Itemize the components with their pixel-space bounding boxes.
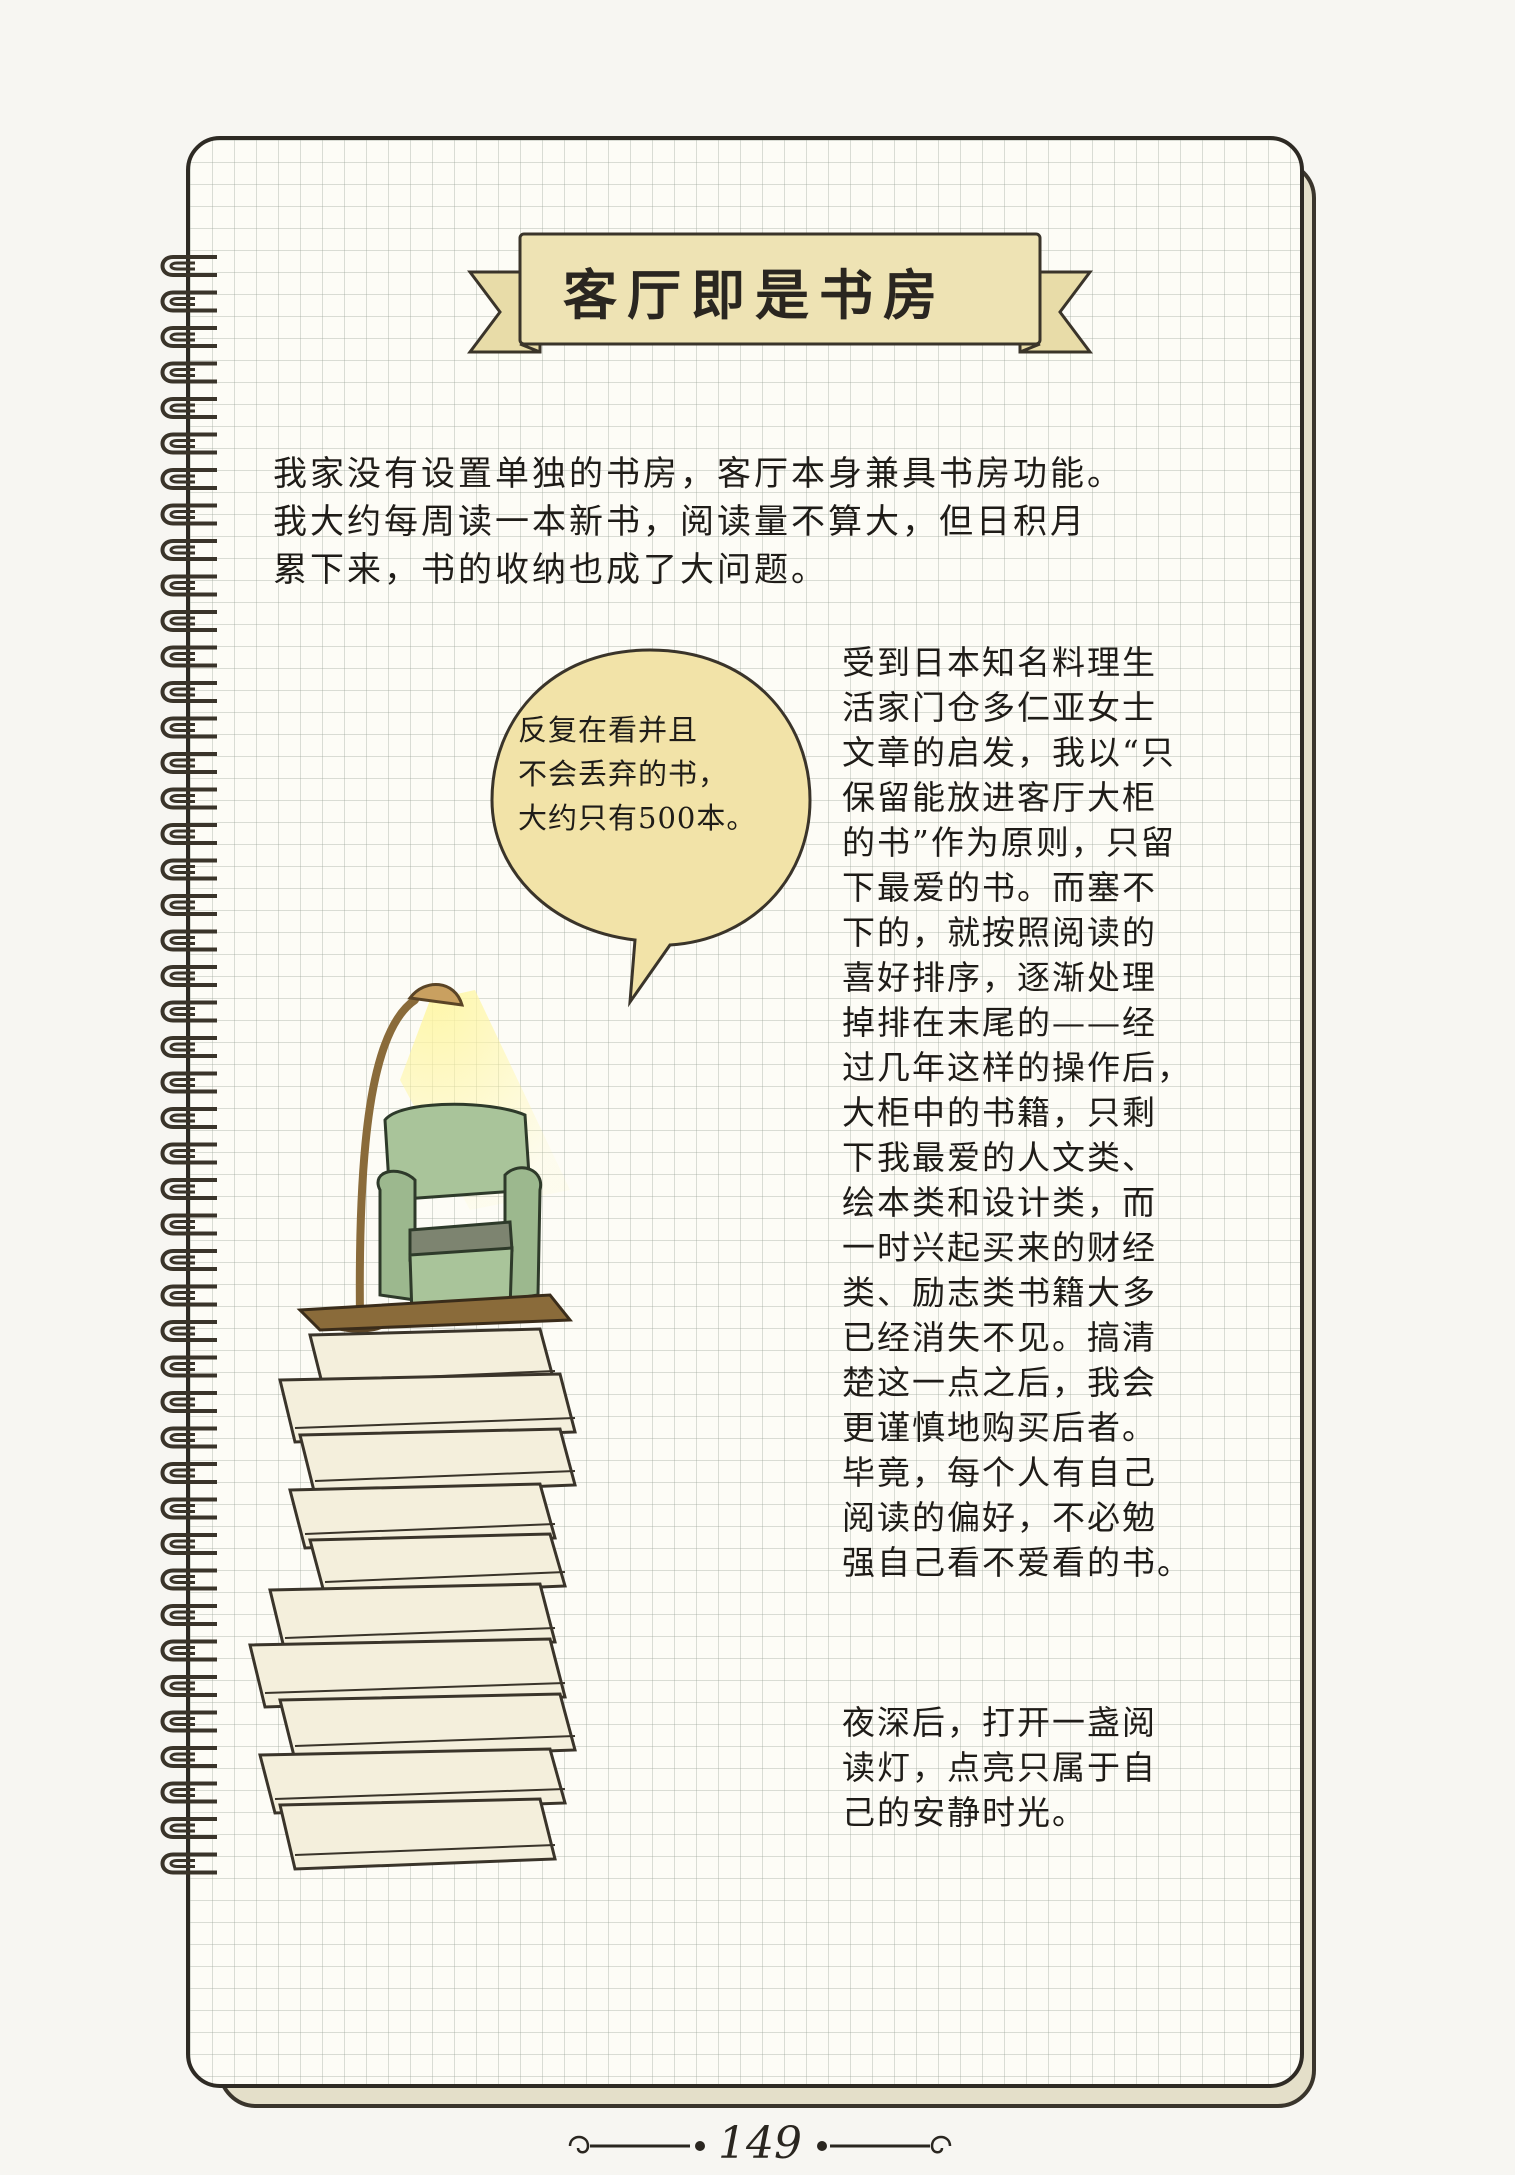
text-line: 强自己看不爱看的书。 bbox=[842, 1543, 1192, 1582]
spiral-ring-icon bbox=[160, 1391, 217, 1413]
book-icon bbox=[298, 1427, 577, 1497]
intro-line: 我大约每周读一本新书，阅读量不算大，但日积月 bbox=[273, 502, 1087, 542]
spiral-ring-icon bbox=[160, 1639, 217, 1662]
book-stack-armchair-illustration bbox=[248, 983, 577, 1871]
spiral-ring-icon bbox=[160, 965, 217, 987]
bubble-line: 不会丢弃的书， bbox=[518, 757, 729, 791]
page-title: 客厅即是书房 bbox=[563, 262, 947, 327]
text-line: 下的，就按照阅读的 bbox=[842, 913, 1157, 952]
spiral-ring-icon bbox=[160, 1249, 217, 1271]
text-line: 毕竟，每个人有自己 bbox=[842, 1453, 1157, 1492]
spiral-ring-icon bbox=[160, 574, 217, 597]
text-line: 活家门仓多仁亚女士 bbox=[842, 688, 1157, 727]
text-line: 阅读的偏好，不必勉 bbox=[842, 1498, 1157, 1537]
title-ribbon bbox=[467, 232, 1093, 354]
lamp-icon bbox=[355, 996, 419, 1324]
text-line: 掉排在末尾的——经 bbox=[842, 1003, 1157, 1042]
text-line: 更谨慎地购买后者。 bbox=[842, 1408, 1157, 1447]
text-line: 保留能放进客厅大柜 bbox=[842, 778, 1157, 817]
book-stack-icon bbox=[248, 1327, 577, 1871]
spiral-ring-icon bbox=[160, 1355, 217, 1378]
text-line: 己的安静时光。 bbox=[842, 1793, 1087, 1832]
spiral-ring-icon bbox=[160, 1604, 217, 1626]
spiral-ring-icon bbox=[160, 716, 217, 739]
text-line: 读灯，点亮只属于自 bbox=[842, 1748, 1157, 1787]
book-icon bbox=[258, 1747, 567, 1815]
text-line: 下最爱的书。而塞不 bbox=[842, 868, 1157, 907]
spiral-ring-icon bbox=[160, 1071, 217, 1094]
page-number: 149 bbox=[718, 2118, 802, 2169]
spiral-ring-icon bbox=[160, 1000, 217, 1023]
spiral-ring-icon bbox=[160, 539, 217, 561]
bubble-text: 反复在看并且 不会丢弃的书， 大约只有500本。 bbox=[518, 708, 798, 840]
book-icon bbox=[288, 1482, 557, 1550]
text-line: 过几年这样的操作后， bbox=[842, 1048, 1192, 1087]
spiral-ring-icon bbox=[160, 1497, 217, 1520]
spiral-ring-icon bbox=[160, 1142, 217, 1165]
spiral-ring-icon bbox=[160, 1568, 217, 1591]
intro-line: 我家没有设置单独的书房，客厅本身兼具书房功能。 bbox=[273, 454, 1124, 494]
spiral-ring-icon bbox=[160, 1781, 217, 1804]
book-icon bbox=[278, 1372, 577, 1444]
text-line: 的书”作为原则，只留 bbox=[842, 823, 1176, 862]
spiral-ring-icon bbox=[160, 1462, 217, 1484]
spiral-ring-icon bbox=[160, 1852, 217, 1875]
spiral-ring-icon bbox=[160, 326, 217, 348]
spiral-ring-icon bbox=[160, 290, 217, 313]
text-line: 一时兴起买来的财经 bbox=[842, 1228, 1157, 1267]
text-line: 已经消失不见。搞清 bbox=[842, 1318, 1157, 1357]
spiral-ring-icon bbox=[160, 823, 217, 845]
bubble-line: 反复在看并且 bbox=[518, 713, 699, 747]
spiral-ring-icon bbox=[160, 468, 217, 490]
spiral-ring-icon bbox=[160, 361, 217, 384]
closing-paragraph: 夜深后，打开一盏阅 读灯，点亮只属于自 己的安静时光。 bbox=[842, 1700, 1242, 1835]
spiral-ring-icon bbox=[160, 1107, 217, 1129]
armchair-icon bbox=[376, 1102, 543, 1317]
book-icon bbox=[268, 1582, 557, 1654]
spiral-ring-icon bbox=[160, 1817, 217, 1839]
text-line: 绘本类和设计类，而 bbox=[842, 1183, 1157, 1222]
intro-paragraph: 我家没有设置单独的书房，客厅本身兼具书房功能。 我大约每周读一本新书，阅读量不算… bbox=[273, 450, 1273, 594]
text-line: 楚这一点之后，我会 bbox=[842, 1363, 1157, 1402]
bubble-line: 大约只有500本。 bbox=[518, 801, 757, 835]
text-line: 受到日本知名料理生 bbox=[842, 643, 1157, 682]
page-number-ornament bbox=[568, 2135, 952, 2154]
spiral-ring-icon bbox=[160, 681, 217, 703]
spiral-ring-icon bbox=[160, 1675, 217, 1697]
text-line: 大柜中的书籍，只剩 bbox=[842, 1093, 1157, 1132]
spiral-ring-icon bbox=[160, 787, 217, 810]
text-line: 类、励志类书籍大多 bbox=[842, 1273, 1157, 1312]
spiral-ring-icon bbox=[160, 1320, 217, 1342]
spiral-ring-icon bbox=[160, 1178, 217, 1200]
text-line: 下我最爱的人文类、 bbox=[842, 1138, 1157, 1177]
spiral-ring-icon bbox=[160, 645, 217, 668]
book-icon bbox=[278, 1797, 557, 1871]
spiral-ring-icon bbox=[160, 752, 217, 774]
spiral-ring-icon bbox=[160, 858, 217, 881]
spiral-ring-icon bbox=[160, 432, 217, 455]
spiral-ring-icon bbox=[160, 397, 217, 419]
spiral-ring-icon bbox=[160, 1746, 217, 1768]
book-icon bbox=[248, 1637, 567, 1709]
text-line: 喜好排序，逐渐处理 bbox=[842, 958, 1157, 997]
spiral-ring-icon bbox=[160, 894, 217, 916]
book-icon bbox=[278, 1692, 577, 1762]
speech-bubble bbox=[490, 648, 812, 1008]
spiral-ring-icon bbox=[160, 255, 217, 277]
spiral-ring-icon bbox=[160, 1036, 217, 1058]
intro-line: 累下来，书的收纳也成了大问题。 bbox=[273, 550, 828, 590]
main-paragraph: 受到日本知名料理生 活家门仓多仁亚女士 文章的启发，我以“只 保留能放进客厅大柜 的书”… bbox=[842, 640, 1242, 1585]
spiral-binding bbox=[160, 255, 217, 1875]
spiral-ring-icon bbox=[160, 503, 217, 526]
spiral-ring-icon bbox=[160, 1533, 217, 1555]
spiral-ring-icon bbox=[160, 610, 217, 632]
spiral-ring-icon bbox=[160, 1710, 217, 1733]
spiral-ring-icon bbox=[160, 1284, 217, 1307]
book-icon bbox=[308, 1532, 567, 1598]
spiral-ring-icon bbox=[160, 929, 217, 952]
text-line: 文章的启发，我以“只 bbox=[842, 733, 1176, 772]
text-line: 夜深后，打开一盏阅 bbox=[842, 1703, 1157, 1742]
spiral-ring-icon bbox=[160, 1426, 217, 1449]
spiral-ring-icon bbox=[160, 1213, 217, 1236]
